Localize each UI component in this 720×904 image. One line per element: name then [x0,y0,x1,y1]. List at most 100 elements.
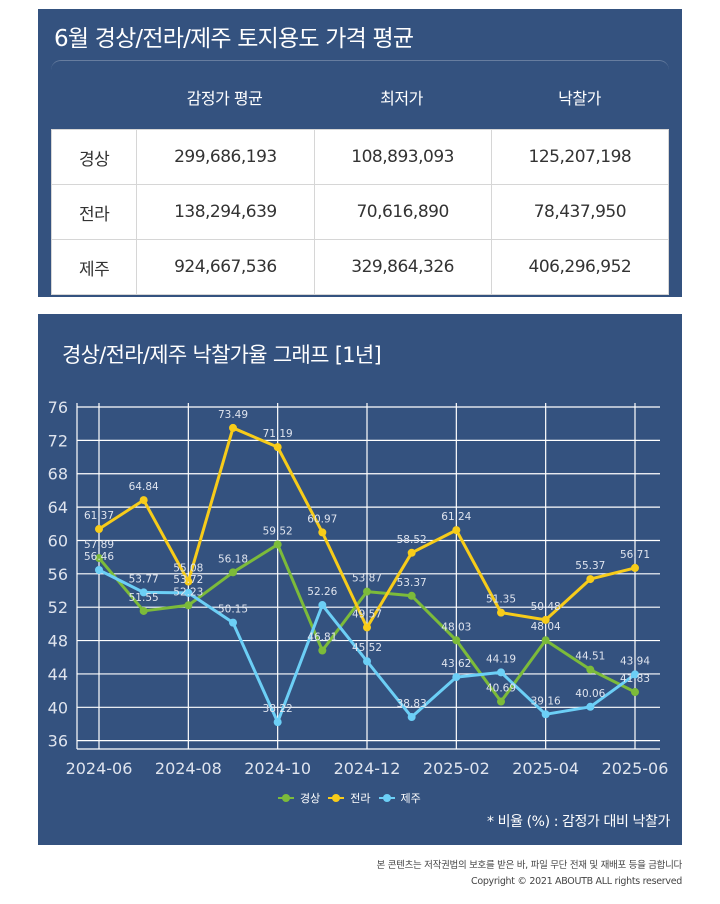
data-label: 53.77 [129,573,159,585]
x-tick-label: 2024-06 [66,759,133,778]
data-label: 55.37 [575,560,605,572]
winning-bid-cell: 78,437,950 [490,184,670,240]
legend-item-jeju: 제주 [378,790,421,806]
table-row: 경상 299,686,193 108,893,093 125,207,198 [50,129,670,185]
y-tick-label: 40 [48,698,68,717]
minimum-cell: 329,864,326 [313,239,492,295]
data-point [139,496,148,505]
data-point [497,697,505,706]
data-label: 53.72 [173,574,203,586]
data-point [541,710,550,719]
data-label: 56.18 [218,553,248,565]
data-point [586,575,595,584]
data-point [139,588,148,597]
data-label: 43.62 [441,658,471,670]
line-chart: 36 40 44 48 52 56 60 64 68 72 76 2024-06 2024-08 2024… [48,398,669,778]
data-label: 53.37 [397,577,427,589]
header-winning-bid: 낙찰가 [558,89,601,108]
data-label: 44.19 [486,653,516,665]
legend-marker-icon [378,794,395,802]
chart-legend: 경상 전라 제주 [278,790,421,806]
data-label: 50.15 [218,604,248,616]
data-point [273,540,282,549]
data-label: 38.83 [397,698,427,710]
data-label: 64.84 [129,481,159,493]
data-point [363,657,371,666]
data-point [541,636,550,645]
legend-label: 경상 [300,792,321,805]
data-point [363,587,371,596]
y-tick-label: 48 [48,632,68,651]
data-label: 40.69 [486,683,516,695]
price-table: 경상 299,686,193 108,893,093 125,207,198 전… [50,129,670,295]
data-point [631,563,639,572]
data-label: 41.83 [620,673,650,685]
x-tick-label: 2024-08 [155,759,222,778]
data-label: 40.06 [575,688,605,700]
x-tick-label: 2024-10 [244,759,311,778]
data-label: 39.16 [531,695,561,707]
data-label: 50.48 [531,601,561,613]
price-table-panel: 6월 경상/전라/제주 토지용도 가격 평균 감정가 평균 최저가 낙찰가 경상… [38,9,682,297]
y-tick-label: 60 [48,531,68,550]
appraisal-cell: 924,667,536 [136,239,315,295]
data-label: 49.57 [352,608,382,620]
footer: 본 콘텐츠는 저작권법의 보호를 받은 바, 파일 무단 전재 및 재배포 등을… [376,858,683,890]
legend-marker-icon [278,794,294,802]
appraisal-cell: 138,294,639 [136,184,315,240]
data-label: 53.87 [352,573,382,585]
region-cell: 제주 [50,239,138,295]
data-point [95,565,103,574]
table-row: 제주 924,667,536 329,864,326 406,296,952 [50,239,670,295]
data-label: 48.04 [531,621,561,633]
legend-label: 제주 [400,792,421,805]
data-label: 58.52 [397,534,427,546]
minimum-cell: 70,616,890 [313,184,492,240]
data-label: 46.81 [307,631,337,643]
table-row: 전라 138,294,639 70,616,890 78,437,950 [50,184,670,240]
data-label: 43.94 [620,655,650,667]
data-point [407,548,416,557]
data-point [229,423,237,432]
data-point [273,718,282,727]
legend-label: 전라 [350,792,371,805]
appraisal-cell: 299,686,193 [136,129,315,185]
legend-item-gyeongsang: 경상 [278,790,320,806]
data-point [586,702,595,711]
y-tick-label: 68 [48,465,68,484]
data-point [184,588,193,597]
data-label: 56.71 [620,549,650,561]
legend-item-jeolla: 전라 [328,790,371,806]
x-tick-label: 2025-04 [512,759,579,778]
x-tick-label: 2024-12 [334,759,401,778]
data-point [139,606,148,615]
header-minimum-price: 최저가 [380,89,423,108]
data-label: 56.46 [84,551,114,563]
data-point [363,623,371,632]
data-point [631,670,639,679]
winning-bid-cell: 406,296,952 [490,239,670,295]
copyright-text: Copyright © 2021 ABOUTB ALL rights reser… [470,876,682,887]
data-point [95,554,103,563]
data-point [184,577,193,586]
data-point [95,525,103,534]
data-label: 59.52 [263,525,293,537]
chart-panel: 경상/전라/제주 낙찰가율 그래프 [1년] 36 40 44 48 52 56 60 64 6… [38,314,682,845]
data-label: 71.19 [263,428,293,440]
data-point [631,688,639,697]
winning-bid-cell: 125,207,198 [490,129,670,185]
data-point [452,636,461,645]
region-cell: 경상 [50,129,138,185]
y-tick-label: 72 [48,431,68,450]
data-point [497,608,505,617]
data-label: 57.89 [84,539,114,551]
data-point [452,673,461,682]
data-label: 38.22 [263,703,293,715]
data-point [452,526,461,535]
data-point [407,591,416,600]
y-tick-label: 76 [48,398,68,417]
header-appraisal-avg: 감정가 평균 [186,89,263,108]
copyright-notice: 본 콘텐츠는 저작권법의 보호를 받은 바, 파일 무단 전재 및 재배포 등을… [376,860,683,871]
data-point [318,646,327,655]
y-tick-label: 36 [48,732,68,751]
